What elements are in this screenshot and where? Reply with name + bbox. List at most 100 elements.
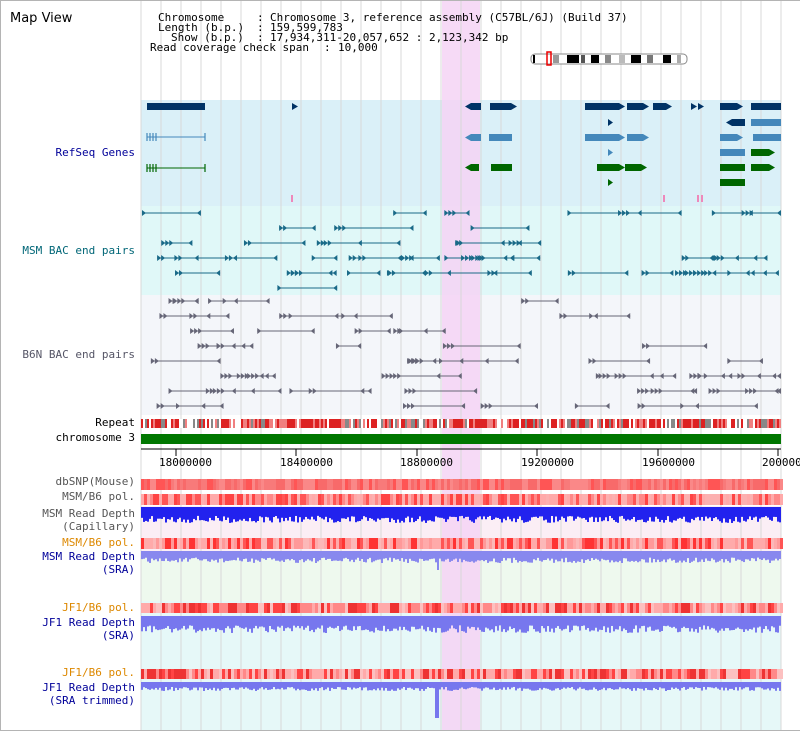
msm-b6-pol-sra-strip: [240, 538, 243, 549]
jf1-b6-pol-strip: [738, 603, 741, 613]
b6n-bac-pair-end: [150, 358, 155, 364]
repeat-bar: [731, 419, 733, 428]
msm-depth-capillary-bar: [611, 507, 613, 519]
jf1-b6-pol-strip: [633, 603, 636, 613]
jf1-b6-pol-trim-strip: [288, 669, 291, 679]
jf1-depth-sra-bar: [141, 616, 143, 632]
msm-b6-pol-sra-strip: [639, 538, 642, 549]
dbsnp-label[interactable]: dbSNP(Mouse): [55, 475, 135, 488]
repeat-bar: [229, 419, 231, 428]
repeat-label[interactable]: Repeat: [95, 416, 135, 429]
msm-depth-capillary-bar: [171, 507, 173, 518]
dbsnp-strip: [375, 479, 378, 490]
msm-depth-capillary-bar: [165, 507, 167, 523]
msm-depth-sra-bar: [515, 551, 517, 561]
msm-bac-pair-end: [396, 240, 401, 246]
msm-bac-label[interactable]: MSM BAC end pairs: [22, 244, 135, 257]
jf1-depth-sra-bar: [493, 616, 495, 633]
b6n-bac-pair-end: [225, 313, 230, 319]
jf1-b6-pol-strip: [762, 603, 765, 613]
msm-b6-pol-strip: [354, 494, 357, 505]
msm-depth-sra-bar: [759, 551, 761, 560]
jf1-depth-trimmed-bar: [433, 682, 435, 689]
msm-b6-pol-strip: [213, 494, 216, 505]
jf1-depth-sra-bar: [491, 616, 493, 630]
jf1-depth-sra-bar: [691, 616, 693, 629]
jf1-depth-trimmed-bar: [473, 682, 475, 688]
msm-b6-pol-strip: [429, 494, 432, 505]
msm-bac-pair-end: [571, 270, 576, 276]
msm-depth-capillary-bar: [237, 507, 239, 522]
msm-depth-capillary-bar: [607, 507, 609, 522]
jf1-b6-pol-strip: [411, 603, 414, 613]
jf1-b6-pol-strip: [750, 603, 753, 613]
msm-read-depth-sra-label[interactable]: MSM Read Depth: [42, 550, 135, 563]
msm-depth-capillary-bar: [365, 507, 367, 518]
dbsnp-strip: [741, 479, 744, 490]
msm-depth-capillary-bar: [263, 507, 265, 523]
msm-bac-pair-end: [774, 270, 779, 276]
jf1-b6-pol-trim-strip: [684, 669, 687, 679]
jf1-depth-trimmed-bar: [299, 682, 301, 691]
msm-b6-pol-label[interactable]: MSM/B6 pol.: [62, 490, 135, 503]
msm-depth-sra-bar: [629, 551, 631, 562]
refseq-gene-arrow: [726, 119, 732, 126]
jf1-depth-sra-bar: [763, 616, 765, 629]
jf1-depth-sra-bar: [147, 616, 149, 627]
msm-depth-sra-bar: [299, 551, 301, 561]
chromosome-label[interactable]: chromosome 3: [55, 431, 135, 444]
repeat-bar: [757, 419, 759, 428]
dbsnp-strip: [408, 479, 411, 490]
msm-depth-capillary-bar: [407, 507, 409, 517]
repeat-bar: [563, 419, 565, 428]
jf1-depth-trimmed-bar: [253, 682, 255, 689]
jf1-depth-trimmed-bar: [337, 682, 339, 688]
msm-depth-capillary-bar: [543, 507, 545, 521]
jf1-b6-pol-strip: [534, 603, 537, 613]
jf1-b6-pol-label[interactable]: JF1/B6 pol.: [62, 601, 135, 614]
msm-depth-sra-bar: [553, 551, 555, 563]
jf1-depth-sra-bar: [197, 616, 199, 632]
repeat-bar: [433, 419, 435, 428]
msm-bac-pair-end: [334, 225, 339, 231]
jf1-read-depth-sra-label[interactable]: JF1 Read Depth: [42, 616, 135, 629]
msm-b6-pol-strip: [174, 494, 177, 505]
jf1-depth-sra-bar: [363, 616, 365, 631]
jf1-depth-sra-bar: [367, 616, 369, 630]
jf1-b6-pol-strip: [627, 603, 630, 613]
jf1-depth-trimmed-bar: [161, 682, 163, 691]
msm-b6-pol-strip: [633, 494, 636, 505]
jf1-b6-pol-trim-strip: [315, 669, 318, 679]
jf1-depth-trimmed-bar: [393, 682, 395, 691]
msm-depth-capillary-bar: [513, 507, 515, 519]
jf1-depth-sra-bar: [649, 616, 651, 627]
repeat-bar: [169, 419, 171, 428]
dbsnp-strip: [489, 479, 492, 490]
jf1-depth-sra-bar: [275, 616, 277, 632]
jf1-depth-sra-bar: [639, 616, 641, 629]
jf1-depth-trimmed-bar: [717, 682, 719, 689]
msm-depth-sra-bar: [141, 551, 143, 560]
msm-depth-sra-bar: [721, 551, 723, 560]
jf1-depth-trimmed-bar: [673, 682, 675, 689]
jf1-read-depth-trimmed-label[interactable]: JF1 Read Depth: [42, 681, 135, 694]
msm-depth-capillary-bar: [411, 507, 413, 518]
b6n-bac-label[interactable]: B6N BAC end pairs: [22, 348, 135, 361]
repeat-bar: [749, 419, 751, 428]
jf1-depth-trimmed-bar: [357, 682, 359, 689]
msm-depth-sra-bar: [199, 551, 201, 561]
msm-depth-sra-bar: [639, 551, 641, 562]
repeat-bar: [189, 419, 191, 428]
repeat-bar: [577, 419, 579, 428]
jf1-b6-pol-trim-label[interactable]: JF1/B6 pol.: [62, 666, 135, 679]
msm-depth-sra-bar: [283, 551, 285, 562]
msm-read-depth-capillary-label[interactable]: MSM Read Depth: [42, 507, 135, 520]
msm-depth-capillary-bar: [285, 507, 287, 518]
refseq-genes-label[interactable]: RefSeq Genes: [55, 146, 135, 159]
msm-b6-pol-sra-strip: [720, 538, 723, 549]
jf1-b6-pol-trim-strip: [486, 669, 489, 679]
msm-depth-capillary-bar: [333, 507, 335, 523]
jf1-b6-pol-strip: [354, 603, 357, 613]
msm-b6-pol-sra-label[interactable]: MSM/B6 pol.: [62, 536, 135, 549]
